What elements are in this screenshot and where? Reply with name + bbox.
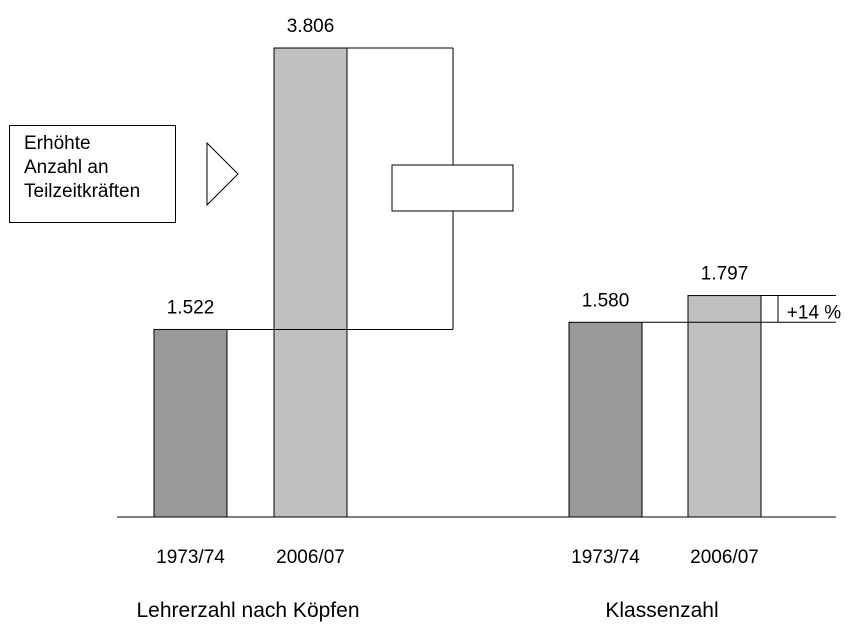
annotation-line-2: Anzahl an (24, 157, 109, 178)
annotation-line-3: Teilzeitkräften (24, 181, 141, 202)
change-label-box (391, 164, 514, 212)
value-label: 3.806 (287, 16, 335, 37)
annotation-box: Erhöhte Anzahl an Teilzeitkräften (9, 125, 176, 223)
change-label: +14 % (787, 302, 842, 323)
category-tick-label: 2006/07 (276, 547, 345, 568)
group-label: Klassenzahl (605, 599, 718, 622)
bar-1-1973-74 (153, 328, 228, 518)
bar-1-2006-07 (273, 47, 348, 518)
bar-2-1973-74 (568, 321, 643, 518)
category-tick-label: 1973/74 (156, 547, 225, 568)
bar-2-2006-07 (687, 295, 762, 518)
value-label: 1.522 (167, 297, 215, 318)
annotation-line-1: Erhöhte (24, 133, 91, 154)
category-tick-label: 2006/07 (690, 547, 759, 568)
group-label: Lehrerzahl nach Köpfen (137, 599, 360, 622)
value-label: 1.580 (582, 290, 630, 311)
arrow-right-icon (206, 141, 239, 207)
category-tick-label: 1973/74 (571, 547, 640, 568)
value-label: 1.797 (701, 264, 749, 285)
